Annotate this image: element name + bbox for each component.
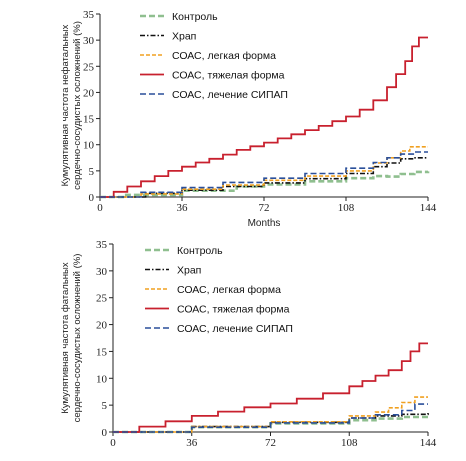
series-line-3 (113, 342, 428, 433)
y-tick-label: 0 (102, 427, 108, 439)
x-tick-label: 72 (259, 202, 270, 214)
series-line-2 (100, 146, 428, 198)
legend-label-4: СОАС, лечение СИПАП (177, 323, 293, 335)
y-tick-label: 25 (83, 61, 95, 73)
y-tick-label: 30 (83, 35, 95, 47)
x-tick-label: 0 (110, 437, 116, 449)
y-tick-label: 5 (89, 166, 95, 178)
y-tick-label: 20 (96, 320, 108, 332)
x-tick-label: 0 (97, 202, 103, 214)
y-axis-label: Кумулятивная частота нефатальных (60, 24, 71, 186)
legend-label-3: СОАС, тяжелая форма (177, 304, 290, 316)
x-tick-label: 108 (341, 437, 358, 449)
x-tick-label: 36 (186, 437, 198, 449)
legend-label-2: СОАС, легкая форма (172, 50, 276, 62)
x-tick-label: 36 (177, 202, 189, 214)
y-tick-label: 15 (96, 346, 108, 358)
y-tick-label: 35 (83, 9, 95, 21)
y-tick-label: 10 (83, 140, 95, 152)
legend-label-0: Контроль (177, 245, 223, 257)
x-tick-label: 144 (420, 437, 437, 449)
legend-label-4: СОАС, лечение СИПАП (172, 89, 288, 101)
y-tick-label: 20 (83, 87, 95, 99)
y-axis-label: сердечно-сосудистых осложнений (%) (72, 254, 83, 423)
y-tick-label: 5 (102, 400, 108, 412)
legend-label-0: Контроль (172, 11, 218, 23)
y-tick-label: 35 (96, 239, 108, 251)
y-tick-label: 25 (96, 293, 108, 305)
series-line-4 (100, 151, 428, 198)
legend-label-2: СОАС, легкая форма (177, 284, 281, 296)
x-tick-label: 144 (420, 202, 437, 214)
y-axis-label: Кумулятивная частота фатальных (60, 262, 71, 414)
y-tick-label: 0 (89, 192, 95, 204)
y-tick-label: 30 (96, 266, 108, 278)
x-tick-label: 72 (265, 437, 276, 449)
chart-panel-fatal: 0 5 10 15 20 25 30 35 0 36 72 108 144 Кумулятивная ча… (60, 239, 437, 449)
legend-label-1: Храп (177, 265, 201, 277)
y-axis-label: сердечно-сосудистых осложнений (%) (72, 21, 83, 190)
y-tick-label: 15 (83, 114, 95, 126)
series-line-3 (100, 36, 428, 198)
y-tick-label: 10 (96, 373, 108, 385)
legend-label-3: СОАС, тяжелая форма (172, 70, 285, 82)
series-line-4 (113, 403, 428, 433)
x-axis-label: Months (248, 218, 281, 229)
legend-label-1: Храп (172, 31, 196, 43)
x-tick-label: 108 (338, 202, 355, 214)
chart-panel-nonfatal: 0 5 10 15 20 25 30 35 0 36 72 108 144 Months Кумулятив… (60, 9, 437, 229)
